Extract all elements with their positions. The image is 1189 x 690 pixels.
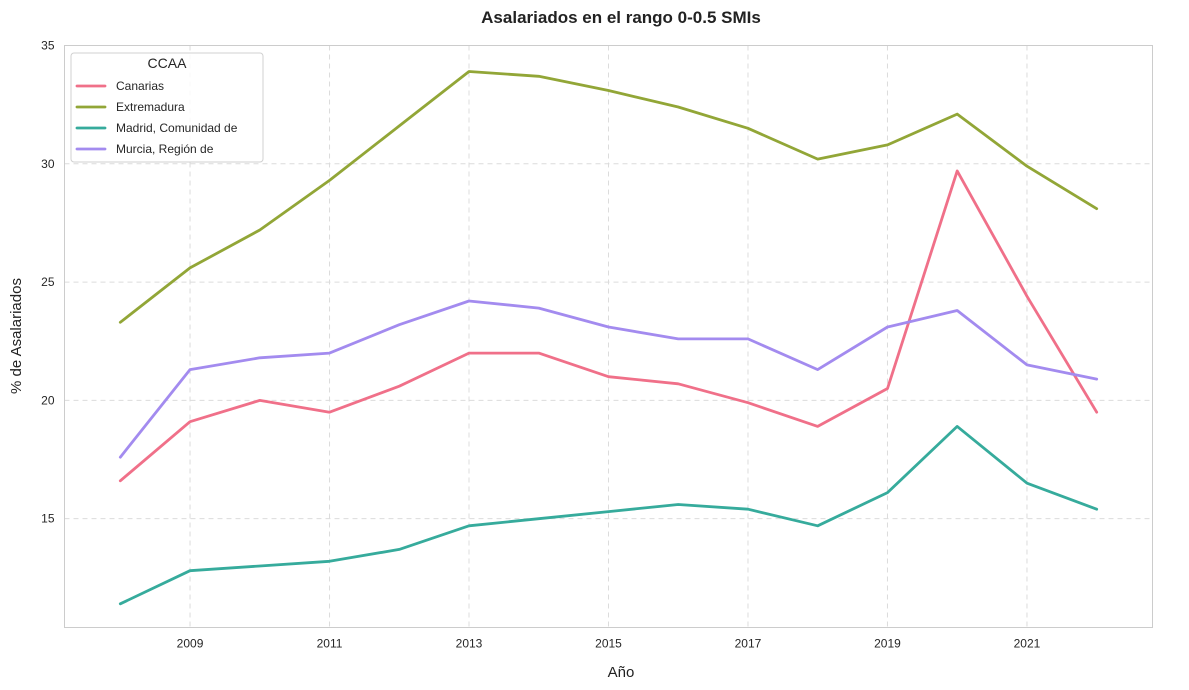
- y-tick-label: 20: [41, 393, 55, 407]
- plot-frame: [64, 45, 1153, 628]
- x-tick-label: 2011: [317, 637, 343, 651]
- series-line-1: [118, 70, 1099, 324]
- legend-box: [70, 52, 264, 163]
- series-line-0: [118, 169, 1099, 483]
- y-tick-label: 35: [41, 39, 55, 53]
- y-tick-label: 15: [41, 512, 55, 526]
- y-tick-label: 25: [41, 275, 55, 289]
- x-tick-label: 2017: [735, 637, 762, 651]
- y-tick-label: 30: [41, 157, 55, 171]
- y-axis-label: % de Asalariados: [8, 278, 25, 394]
- legend-label: Murcia, Región de: [116, 142, 214, 156]
- legend: CCAA Canarias Extremadura Madrid, Comunida…: [70, 52, 264, 163]
- series-line-2: [118, 424, 1099, 606]
- legend-label: Madrid, Comunidad de: [116, 121, 238, 135]
- x-tick-label: 2013: [456, 637, 483, 651]
- series-line-3: [118, 299, 1099, 459]
- legend-label: Canarias: [116, 79, 164, 93]
- x-tick-label: 2009: [177, 637, 204, 651]
- legend-items: Canarias Extremadura Madrid, Comunidad de M…: [75, 79, 238, 156]
- chart-title: Asalariados en el rango 0-0.5 SMIs: [481, 8, 761, 27]
- x-tick-label: 2021: [1014, 637, 1041, 651]
- legend-title: CCAA: [148, 55, 188, 71]
- series-lines: [118, 70, 1099, 606]
- y-tick-labels: 15 20 25 30 35: [41, 39, 55, 526]
- legend-label: Extremadura: [116, 100, 185, 114]
- x-axis-label: Año: [608, 664, 635, 681]
- x-tick-label: 2019: [874, 637, 901, 651]
- x-tick-label: 2015: [595, 637, 622, 651]
- x-tick-labels: 2009 2011 2013 2015 2017 2019 2021: [177, 637, 1041, 651]
